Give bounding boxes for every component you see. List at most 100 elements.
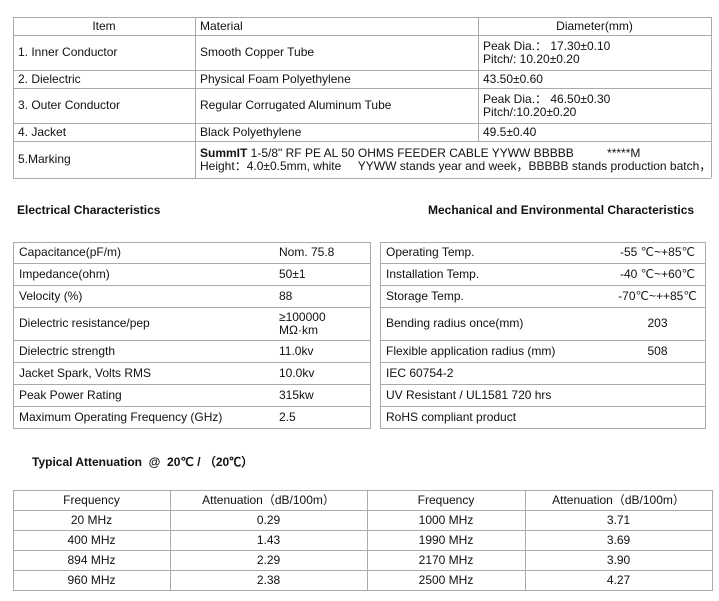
cell: 1000 MHz [367,510,525,530]
rule [13,307,370,308]
text: 4. Jacket [18,124,67,139]
cell: 20 MHz [13,510,170,530]
cell: Dielectric strength [14,340,274,362]
text: Pitch/: 10.20±0.20 [483,51,580,66]
cell: 5.Marking [13,141,195,178]
cell: Maximum Operating Frequency (GHz) [14,406,274,428]
cell: UV Resistant / UL1581 720 hrs [381,384,611,406]
text: 3.90 [606,552,631,567]
cell: 0.29 [170,510,367,530]
cell: Peak Power Rating [14,384,274,406]
cell: 2170 MHz [367,550,525,570]
text: Capacitance(pF/m) [19,245,122,259]
cell: 2500 MHz [367,570,525,590]
text: Peak Dia.： 17.30±0.10 [483,38,611,53]
rule [13,285,370,286]
text: Storage Temp. [386,288,464,303]
rule [13,178,711,179]
text: Velocity (%) [19,288,83,303]
cell [610,384,705,406]
cell: 10.0kv [274,362,370,384]
text: 960 MHz [67,572,116,587]
text: IEC 60754-2 [386,365,454,380]
text: UV Resistant / UL1581 720 hrs [386,387,552,402]
rule [13,530,712,531]
marking-text: 1-5/8" RF PE AL 50 OHMS FEEDER CABLE YYW… [247,145,641,160]
text: 20 MHz [70,512,113,527]
text: 508 [647,343,668,358]
header-cell: Attenuation（dB/100m） [552,492,685,507]
rule [195,17,196,141]
rule [478,17,479,141]
text: Dielectric strength [19,343,116,358]
rule [380,406,705,407]
cell: 3. Outer Conductor [13,88,195,123]
cell: Dielectric resistance/pep [14,307,274,340]
text: Smooth Copper Tube [200,45,315,59]
header-cell: Frequency [63,492,120,507]
marking-text: Height：4.0±0.5mm, white YYWW stands year… [200,158,712,173]
rule [13,263,370,264]
cell: Operating Temp. [381,242,611,263]
cell: 88 [274,285,370,307]
text: -55 ℃~+85℃ [620,245,695,259]
cell: 2.29 [170,550,367,570]
cell: 203 [610,307,705,340]
rule [13,123,711,124]
rule [380,428,705,429]
text: 3. Outer Conductor [18,98,121,112]
cell: 1990 MHz [367,530,525,550]
marking-cell: SummIT 1-5/8" RF PE AL 50 OHMS FEEDER CA… [195,141,711,178]
marking-line: SummIT 1-5/8" RF PE AL 50 OHMS FEEDER CA… [200,145,706,160]
text: 1990 MHz [418,532,474,547]
text: 400 MHz [67,532,116,547]
cell: 3.71 [525,510,712,530]
text: 88 [279,288,293,303]
cell: 400 MHz [13,530,170,550]
rule [380,340,705,341]
rule [13,490,14,591]
cell: Jacket Spark, Volts RMS [14,362,274,384]
cell: Installation Temp. [381,263,611,285]
text: ≥100000 [279,309,326,324]
text: Installation Temp. [386,266,480,281]
header-cell: Attenuation（dB/100m） [170,490,367,510]
text: Peak Power Rating [19,387,122,402]
cell: 11.0kv [274,340,370,362]
text: 4.27 [606,572,631,587]
header-cell: Item [92,18,116,33]
text: Operating Temp. [386,245,475,259]
section-title: Typical Attenuation @ 20℃ / （20℃） [32,453,253,470]
cell: 894 MHz [13,550,170,570]
cell: ≥100000 MΩ·km [274,307,370,340]
rule [13,570,712,571]
cell: Peak Dia.： 17.30±0.10 Pitch/: 10.20±0.20 [478,35,711,70]
cell: 960 MHz [13,570,170,590]
text: Pitch/:10.20±0.20 [483,104,577,119]
cell: RoHS compliant product [381,406,611,428]
cell: 43.50±0.60 [478,70,711,88]
rule [13,550,712,551]
rule [380,242,705,243]
rule [367,490,368,591]
header-cell: Attenuation（dB/100m） [525,490,712,510]
header-cell: Attenuation（dB/100m） [202,492,335,507]
text: 315kw [279,387,314,402]
brand: SummIT [200,145,248,160]
rule [13,141,711,142]
text: 3.71 [606,512,631,527]
rule [13,17,14,178]
cell: Smooth Copper Tube [195,35,478,70]
rule [711,17,712,178]
cell: Nom. 75.8 [274,242,370,263]
cell: Peak Dia.： 46.50±0.30 Pitch/:10.20±0.20 [478,88,711,123]
cell: 49.5±0.40 [478,123,711,141]
text: 50±1 [279,266,306,281]
text: Impedance(ohm) [19,266,110,281]
rule [13,362,370,363]
section-title: Mechanical and Environmental Characteris… [428,203,695,217]
rule [380,307,705,308]
rule [13,340,370,341]
text: 11.0kv [279,343,314,358]
cell: 315kw [274,384,370,406]
